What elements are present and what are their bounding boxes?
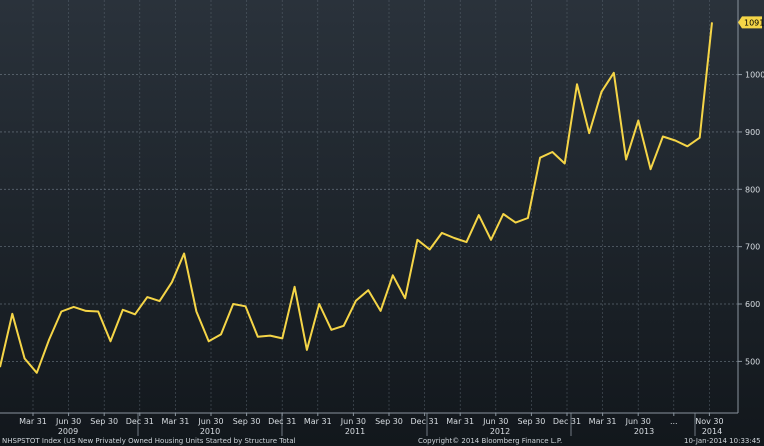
badge-label: 1091: [744, 18, 764, 27]
y-tick-label: 700: [745, 243, 760, 252]
x-tick-label: Sep 30: [517, 417, 545, 426]
y-tick-label: 600: [745, 300, 760, 309]
year-label: 2013: [634, 427, 654, 436]
x-tick-label: Jun 30: [625, 417, 651, 426]
x-tick-label: Mar 31: [589, 417, 617, 426]
x-tick-label: Sep 30: [375, 417, 403, 426]
year-label: 2014: [702, 427, 722, 436]
y-tick-label: 900: [745, 128, 760, 137]
index-description: NHSPSTOT Index (US New Privately Owned H…: [2, 437, 296, 445]
x-tick-label: Sep 30: [90, 417, 118, 426]
year-label: 2010: [200, 427, 220, 436]
x-tick-label: Dec 31: [410, 417, 438, 426]
labels: 500 600 700 800 900 1000 Mar 31 Jun 30 Sep 30 Dec…: [19, 16, 764, 436]
year-label: 2009: [58, 427, 78, 436]
series-layer: [0, 22, 713, 374]
timestamp: 10-Jan-2014 10:33:45: [684, 437, 761, 445]
x-tick-label: Jun 30: [197, 417, 223, 426]
x-tick-label: Mar 31: [446, 417, 474, 426]
x-tick-label: Dec 31: [553, 417, 581, 426]
x-tick-label: Jun 30: [482, 417, 508, 426]
y-tick-label: 1000: [745, 71, 764, 80]
copyright-text: Copyright© 2014 Bloomberg Finance L.P.: [418, 437, 563, 445]
badge-shape: [738, 16, 762, 29]
last-value-badge: 1091: [738, 16, 764, 29]
axes: [0, 0, 742, 436]
x-tick-label: Jun 30: [55, 417, 81, 426]
x-tick-label: Mar 31: [304, 417, 332, 426]
x-tick-label: Jun 30: [340, 417, 366, 426]
x-tick-label: Mar 31: [19, 417, 47, 426]
y-tick-label: 500: [745, 357, 760, 366]
x-tick-label: Nov 30: [695, 417, 723, 426]
year-label: 2012: [490, 427, 510, 436]
x-tick-label: Dec 31: [126, 417, 154, 426]
grid: [0, 0, 738, 413]
y-tick-label: 800: [745, 185, 760, 194]
series-line: [0, 22, 713, 374]
year-label: 2011: [345, 427, 365, 436]
x-tick-label: Dec 31: [268, 417, 296, 426]
x-tick-label: ...: [670, 417, 678, 426]
x-tick-label: Sep 30: [233, 417, 261, 426]
x-tick-label: Mar 31: [161, 417, 189, 426]
